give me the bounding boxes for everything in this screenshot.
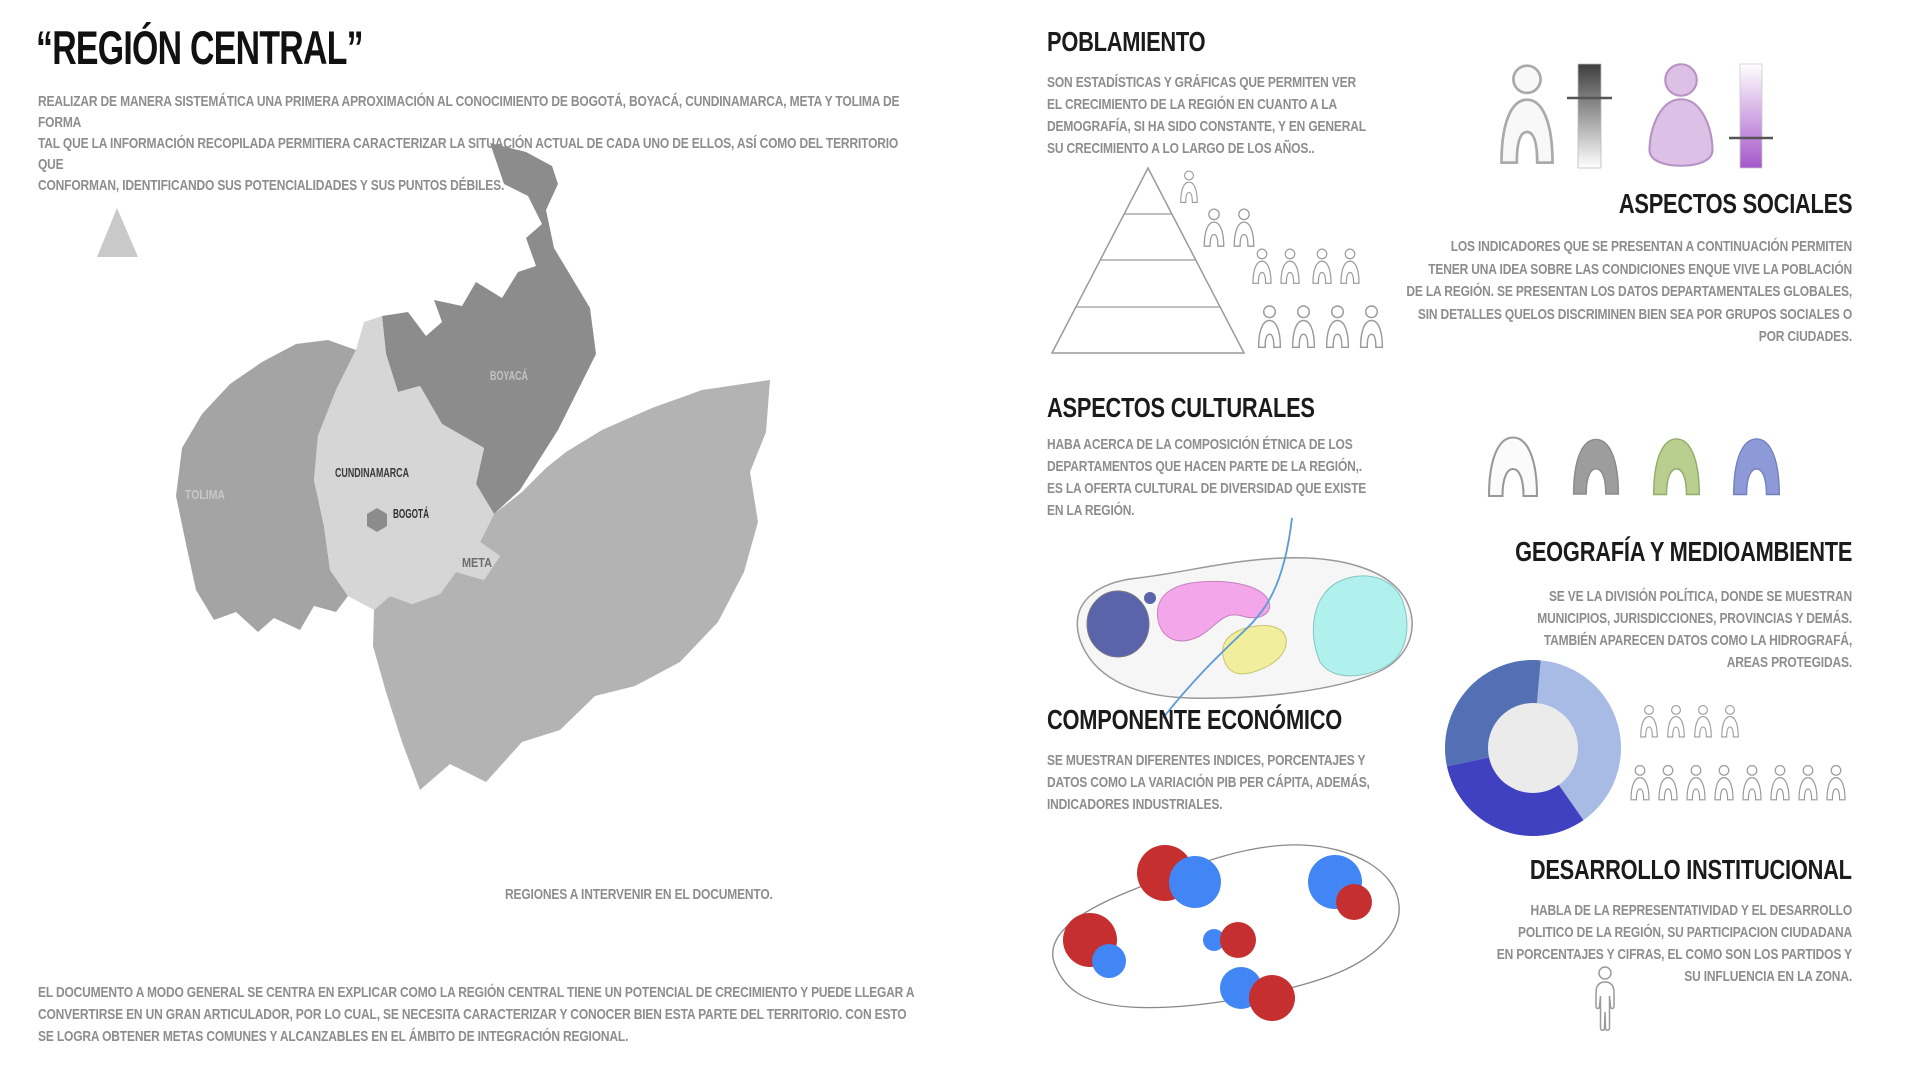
- person-icon: [1312, 248, 1332, 284]
- person-icon: [1640, 705, 1658, 738]
- person-icon: [1658, 765, 1678, 801]
- person-icon: [1742, 765, 1762, 801]
- person-icon: [1798, 765, 1818, 801]
- person-icon: [1826, 765, 1846, 801]
- red-bubble: [1249, 975, 1295, 1021]
- page-title: “REGIÓN CENTRAL”: [36, 21, 364, 74]
- section-title-geografia: GEOGRAFÍA Y MEDIOAMBIENTE: [1514, 536, 1852, 567]
- section-title-desarrollo: DESARROLLO INSTITUCIONAL: [1530, 854, 1852, 885]
- person-row-large: [1630, 765, 1846, 801]
- cundinamarca-region: [314, 316, 500, 610]
- section-body-culturales: HABA ACERCA DE LA COMPOSICIÓN ÉTNICA DE …: [1047, 436, 1367, 519]
- person-icon: [1630, 765, 1650, 801]
- person-icon: [1257, 305, 1282, 349]
- section-body-poblamiento: SON ESTADÍSTICAS Y GRÁFICAS QUE PERMITEN…: [1047, 74, 1366, 157]
- map-label-bogota: BOGOTÁ: [393, 506, 429, 521]
- section-title-economico: COMPONENTE ECONÓMICO: [1047, 704, 1343, 735]
- arch-person-gray-icon: [1572, 438, 1620, 495]
- diversity-people-row: [1487, 436, 1781, 498]
- map-label-boyaca: BOYACÁ: [490, 368, 528, 383]
- arch-person-blue-icon: [1732, 438, 1781, 496]
- purple-gradient-bar: [1739, 63, 1763, 169]
- person-icon: [1721, 705, 1739, 738]
- map-triangle-marker: [97, 208, 138, 257]
- section-body-economico: SE MUESTRAN DIFERENTES INDICES, PORCENTA…: [1047, 752, 1370, 813]
- arch-person-white-icon: [1487, 436, 1539, 498]
- boyaca-region: [382, 143, 596, 514]
- ethnic-map-river: [1162, 517, 1293, 719]
- section-title-culturales: ASPECTOS CULTURALES: [1047, 392, 1315, 423]
- gray-gradient-bar: [1577, 63, 1602, 169]
- population-person-rows: [1630, 705, 1846, 801]
- arch-person-green-icon: [1652, 438, 1701, 496]
- region-map: BOYACÁ CUNDINAMARCA BOGOTÁ TOLIMA META: [97, 143, 770, 790]
- blue-bubble: [1169, 856, 1221, 908]
- person-icon: [1203, 208, 1225, 247]
- person-icon: [1694, 705, 1712, 738]
- person-outline-icon: [1500, 64, 1554, 165]
- map-caption: REGIONES A INTERVENIR EN EL DOCUMENTO.: [505, 886, 773, 903]
- person-icon: [1291, 305, 1316, 349]
- section-title-poblamiento: POBLAMIENTO: [1047, 26, 1206, 57]
- section-title-sociales: ASPECTOS SOCIALES: [1618, 188, 1853, 219]
- ethnic-map-illustration: [1076, 517, 1413, 719]
- person-icon: [1667, 705, 1685, 738]
- economy-outline: [1052, 844, 1400, 1009]
- economy-bubble-pairs: [1063, 845, 1372, 1021]
- map-label-meta: META: [462, 555, 493, 570]
- bogota-hexagon: [367, 508, 387, 532]
- person-icon: [1686, 765, 1706, 801]
- person-icon: [1180, 170, 1198, 203]
- donut-slice-indigo: [1446, 748, 1584, 836]
- ethnic-blob-pink: [1156, 580, 1271, 642]
- ethnic-blob-navy: [1086, 590, 1150, 658]
- person-icon: [1280, 248, 1300, 284]
- red-bubble: [1220, 922, 1256, 958]
- tolima-region: [176, 340, 356, 632]
- blue-bubble: [1203, 929, 1225, 951]
- person-purple-icon: [1648, 63, 1714, 167]
- ethnic-blob-navy-dot: [1144, 592, 1156, 604]
- intro-paragraph: REALIZAR DE MANERA SISTEMÁTICA UNA PRIME…: [38, 93, 900, 194]
- person-icon: [1714, 765, 1734, 801]
- section-body-desarrollo: HABLA DE LA REPRESENTATIVIDAD Y EL DESAR…: [1496, 902, 1852, 985]
- map-label-tolima: TOLIMA: [185, 487, 225, 502]
- ethnic-blob-cyan: [1312, 575, 1408, 677]
- donut-hole: [1488, 703, 1578, 793]
- political-donut-chart: [1445, 660, 1621, 836]
- citizen-figure-icon: [1595, 966, 1615, 1031]
- blue-bubble: [1092, 944, 1126, 978]
- population-pyramid-illustration: [1050, 166, 1384, 354]
- section-body-geografia: SE VE LA DIVISIÓN POLÍTICA, DONDE SE MUE…: [1537, 588, 1852, 671]
- person-icon: [1770, 765, 1790, 801]
- footer-paragraph: EL DOCUMENTO A MODO GENERAL SE CENTRA EN…: [38, 984, 915, 1045]
- person-icon: [1233, 208, 1255, 247]
- section-body-sociales: LOS INDICADORES QUE SE PRESENTAN A CONTI…: [1406, 238, 1852, 345]
- meta-region: [373, 380, 770, 790]
- demography-sliders-illustration: [1500, 63, 1773, 169]
- map-label-cundinamarca: CUNDINAMARCA: [335, 465, 409, 480]
- economy-bubbles-illustration: [1052, 844, 1400, 1021]
- person-row-small: [1640, 705, 1739, 738]
- person-icon: [1252, 248, 1272, 284]
- red-bubble: [1336, 884, 1372, 920]
